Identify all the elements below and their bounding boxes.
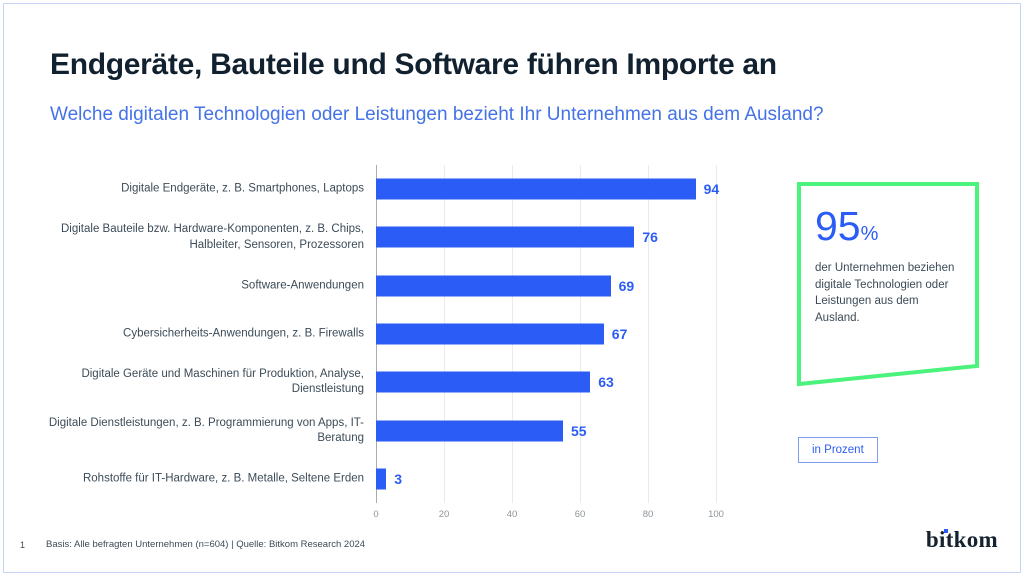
category-label: Digitale Endgeräte, z. B. Smartphones, L… [121, 182, 364, 195]
category-label: Digitale Bauteile bzw. Hardware-Komponen… [61, 223, 364, 251]
source-note: Basis: Alle befragten Unternehmen (n=604… [46, 539, 366, 550]
category-label: Digitale Dienstleistungen, z. B. Program… [48, 416, 364, 444]
bar-value-label: 67 [611, 326, 628, 342]
bar [376, 275, 611, 297]
bar-value-label: 55 [571, 422, 587, 439]
unit-badge: in Prozent [798, 437, 878, 463]
bar-chart: 0 20 40 60 80 100 94 76 69 67 63 55 3 Digitale Endge… [40, 165, 770, 525]
bar [376, 178, 696, 200]
callout-number: 95 [815, 203, 861, 249]
callout-frame-shape [797, 182, 979, 387]
page-subtitle: Welche digitalen Technologien oder Leist… [50, 104, 824, 125]
callout-content: 95% der Unternehmen beziehen digitale Te… [815, 206, 955, 327]
bar-value-label: 3 [394, 470, 402, 487]
callout-description: der Unternehmen beziehen digitale Techno… [815, 262, 955, 325]
bar-value-label: 69 [618, 277, 635, 294]
plot-area: 0 20 40 60 80 100 94 76 69 67 63 55 3 [373, 165, 750, 520]
bar [376, 226, 635, 248]
category-label: Digitale Geräte und Maschinen für Produk… [81, 368, 364, 396]
x-tick-label: 0 [373, 509, 379, 520]
category-label: Software-Anwendungen [241, 279, 364, 292]
bar [376, 420, 563, 442]
x-tick-label: 60 [574, 509, 586, 520]
category-label: Cybersicherheits-Anwendungen, z. B. Fire… [123, 327, 364, 340]
gridline-100 [716, 165, 717, 503]
x-tick-label: 80 [642, 509, 654, 520]
page-title: Endgeräte, Bauteile und Software führen … [50, 48, 777, 81]
callout-number-row: 95% [815, 206, 955, 247]
bar-value-label: 76 [642, 229, 658, 246]
bar-value-label: 94 [703, 181, 720, 198]
bar [376, 323, 604, 345]
bar-value-label: 63 [598, 374, 614, 391]
gridline-80 [648, 165, 649, 503]
x-tick-label: 40 [506, 509, 518, 520]
x-tick-label: 100 [708, 509, 724, 520]
page-number: 1 [20, 540, 26, 550]
category-label: Rohstoffe für IT-Hardware, z. B. Metalle… [82, 472, 364, 485]
highlight-callout: 95% der Unternehmen beziehen digitale Te… [793, 178, 983, 390]
x-tick-label: 20 [438, 509, 450, 520]
bar [376, 371, 591, 393]
logo-dot-icon [943, 529, 948, 533]
callout-percent-sign: % [860, 223, 879, 245]
bitkom-logo: bitkom [926, 527, 998, 553]
bar [376, 468, 387, 490]
logo-text: bitkom [925, 527, 998, 552]
